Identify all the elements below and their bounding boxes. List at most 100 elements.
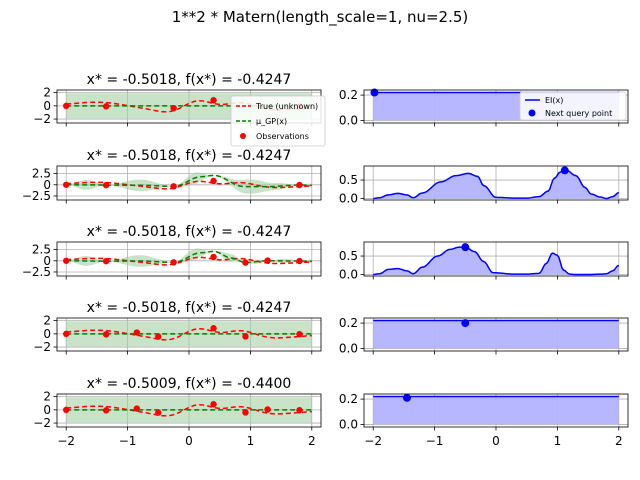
ei-fill bbox=[373, 396, 619, 425]
figure-suptitle: 1**2 * Matern(length_scale=1, nu=2.5) bbox=[172, 8, 469, 27]
y-tick-label: 0 bbox=[43, 99, 51, 113]
ei-legend: EI(x) Next query point bbox=[519, 91, 627, 121]
observation-point bbox=[170, 183, 177, 190]
x-tick-label: −2 bbox=[57, 434, 75, 448]
true-function-line bbox=[66, 404, 312, 417]
observation-point bbox=[63, 330, 70, 338]
observation-point bbox=[133, 329, 141, 336]
y-tick-label: 0.5 bbox=[339, 173, 358, 187]
x-tick-label: −2 bbox=[364, 434, 382, 448]
y-tick-label: 0.0 bbox=[339, 341, 358, 355]
next-query-point bbox=[461, 243, 470, 252]
y-tick-label: 0.0 bbox=[339, 268, 358, 282]
x-tick-label: 0 bbox=[185, 434, 193, 448]
observation-point bbox=[242, 409, 249, 416]
plot-area bbox=[57, 318, 321, 351]
panel-title: x* = -0.5018, f(x*) = -0.4247 bbox=[87, 300, 292, 316]
ei-panel-4: 0.0 0.2 −2 −1 0 1 2 bbox=[339, 392, 629, 448]
next-query-point bbox=[370, 88, 379, 97]
y-tick-label: 2 bbox=[43, 390, 51, 404]
gp-panel-3: −202 x* = -0.5018, f(x*) = -0.4247 bbox=[33, 300, 322, 355]
y-tick-label: 2.5 bbox=[32, 167, 51, 181]
legend-label: Next query point bbox=[545, 109, 612, 118]
y-tick-label: 0 bbox=[43, 178, 51, 192]
x-tick-label: 0 bbox=[492, 434, 500, 448]
gp-legend: True (unknown) μ_GP(x) Observations bbox=[230, 95, 326, 147]
ei-fill bbox=[373, 170, 619, 199]
observation-point bbox=[63, 406, 70, 414]
observation-point bbox=[63, 257, 70, 264]
observation-point bbox=[170, 104, 177, 112]
observation-point bbox=[242, 259, 249, 266]
observation-point bbox=[242, 333, 249, 340]
legend-box bbox=[230, 95, 326, 147]
ei-fill bbox=[373, 320, 619, 349]
next-query-point bbox=[461, 319, 470, 328]
observation-point bbox=[296, 257, 303, 265]
y-tick-label: 0 bbox=[43, 327, 51, 341]
y-tick-label: −2 bbox=[33, 112, 51, 126]
observation-point bbox=[133, 405, 141, 412]
gp-panel-4: −202−2 −1 0 1 2x* = -0.5009, f(x*) = -0.4400 bbox=[33, 376, 322, 448]
observation-point bbox=[102, 103, 110, 110]
gp-panel-1: −2.502.5 x* = -0.5018, f(x*) = -0.4247 bbox=[22, 148, 322, 204]
observation-point bbox=[296, 330, 303, 338]
panel-title: x* = -0.5018, f(x*) = -0.4247 bbox=[87, 224, 292, 240]
observation-point bbox=[210, 325, 217, 332]
y-tick-label: −2 bbox=[33, 416, 51, 430]
legend-dot-swatch bbox=[240, 133, 246, 139]
x-tick-label: 1 bbox=[554, 434, 562, 448]
observation-point bbox=[102, 181, 110, 189]
next-query-point bbox=[402, 393, 411, 402]
y-tick-label: 0.0 bbox=[339, 113, 358, 127]
y-tick-label: −2.5 bbox=[22, 189, 51, 203]
y-tick-label: 0.5 bbox=[339, 249, 358, 263]
x-tick-label: 2 bbox=[308, 434, 316, 448]
observation-point bbox=[155, 333, 162, 340]
observation-point bbox=[210, 401, 217, 408]
x-tick-label: 1 bbox=[247, 434, 255, 448]
ei-panel-1: 0.00.5 bbox=[339, 165, 629, 206]
plot-area bbox=[364, 242, 628, 276]
y-tick-label: 0.2 bbox=[339, 88, 358, 102]
legend-dot-swatch bbox=[528, 109, 536, 117]
ei-panel-3: 0.0 0.2 bbox=[339, 316, 629, 355]
ei-panel-0: 0.0 0.2 EI(x) Next query point bbox=[339, 88, 629, 127]
observation-point bbox=[155, 409, 162, 416]
panel-title: x* = -0.5009, f(x*) = -0.4400 bbox=[87, 376, 292, 392]
observation-point bbox=[210, 177, 217, 185]
observation-point bbox=[296, 406, 303, 414]
observation-point bbox=[102, 331, 110, 338]
plot-area bbox=[364, 318, 628, 351]
panel-title: x* = -0.5018, f(x*) = -0.4247 bbox=[87, 148, 292, 164]
plot-area bbox=[364, 166, 628, 200]
observation-point bbox=[210, 97, 217, 104]
observation-point bbox=[210, 253, 217, 261]
legend-label: μ_GP(x) bbox=[256, 117, 287, 126]
true-function-line bbox=[66, 328, 312, 341]
y-tick-label: 2 bbox=[43, 86, 51, 100]
gp-panel-2: −2.502.5 x* = -0.5018, f(x*) = -0.4247 bbox=[22, 224, 322, 280]
observation-point bbox=[264, 406, 271, 413]
y-tick-label: 0.0 bbox=[339, 192, 358, 206]
y-tick-label: 0 bbox=[43, 254, 51, 268]
observation-point bbox=[170, 259, 177, 266]
y-tick-label: −2.5 bbox=[22, 265, 51, 279]
plot-area bbox=[57, 242, 321, 276]
y-tick-label: 2.5 bbox=[32, 243, 51, 257]
legend-box bbox=[519, 91, 627, 121]
ei-line bbox=[373, 169, 620, 200]
observation-point bbox=[296, 181, 303, 189]
x-tick-label: −1 bbox=[119, 434, 137, 448]
y-tick-label: 0.2 bbox=[339, 392, 358, 406]
plot-area bbox=[57, 166, 321, 200]
ei-fill bbox=[373, 247, 619, 275]
observation-point bbox=[102, 257, 110, 265]
panel-title: x* = -0.5018, f(x*) = -0.4247 bbox=[87, 72, 292, 88]
ei-panel-2: 0.00.5 bbox=[339, 241, 629, 282]
observation-point bbox=[63, 102, 70, 110]
legend-label: Observations bbox=[256, 132, 309, 141]
x-tick-label: −1 bbox=[426, 434, 444, 448]
